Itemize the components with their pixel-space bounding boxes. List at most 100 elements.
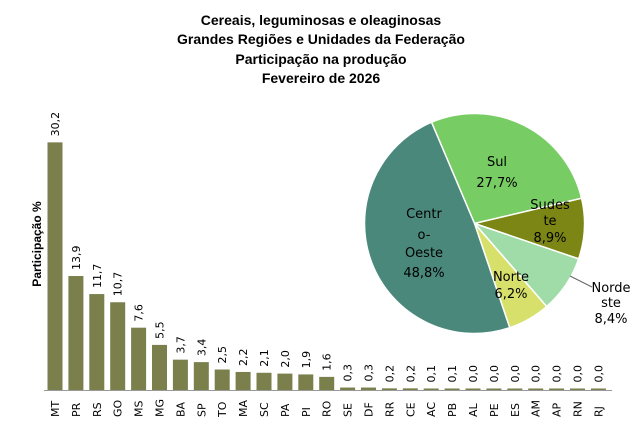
- bar-AC: [423, 388, 439, 390]
- pie-slice-sul: [430, 112, 583, 225]
- pie-name-nordeste: ste: [601, 296, 621, 311]
- title-line-2: Grandes Regiões e Unidades da Federação: [177, 31, 465, 48]
- x-tick-label-AM: AM: [530, 400, 543, 417]
- bar-SP: [193, 362, 209, 390]
- data-label-PA: 2,0: [279, 350, 292, 368]
- bar-MS: [131, 327, 147, 390]
- x-tick-label-MT: MT: [49, 401, 62, 417]
- bar-RR: [381, 388, 397, 390]
- x-tick-label-SE: SE: [342, 403, 355, 417]
- x-tick-label-MG: MG: [154, 399, 167, 417]
- data-label-RN: 0,0: [572, 365, 585, 383]
- bar-AP: [549, 388, 565, 390]
- title-line-4: Fevereiro de 2026: [261, 69, 381, 86]
- x-tick-label-RJ: RJ: [592, 406, 605, 417]
- data-label-DF: 0,3: [363, 364, 376, 382]
- data-label-RO: 1,6: [321, 353, 334, 371]
- x-tick-label-RN: RN: [572, 401, 585, 417]
- data-label-MS: 7,6: [133, 304, 146, 322]
- pie-slice-centro-oeste: [363, 121, 511, 335]
- bar-CE: [402, 388, 418, 390]
- pie-value-sul: 27,7%: [476, 176, 517, 191]
- chart-title: Cereais, leguminosas e oleaginosas Grand…: [0, 11, 642, 88]
- pie-name-centro-oeste: o-: [418, 228, 431, 243]
- x-tick-label-PR: PR: [70, 402, 83, 417]
- bar-GO: [110, 302, 126, 390]
- data-label-SP: 3,4: [195, 339, 208, 357]
- data-label-MT: 30,2: [49, 112, 62, 137]
- pie-value-sudeste: 8,9%: [533, 231, 566, 246]
- pie-name-norte: Norte: [493, 270, 529, 285]
- data-label-AP: 0,0: [551, 365, 564, 383]
- data-label-RJ: 0,0: [592, 365, 605, 383]
- bar-ES: [507, 388, 523, 390]
- x-tick-label-PE: PE: [488, 403, 501, 417]
- title-line-3: Participação na produção: [235, 50, 407, 67]
- x-tick-label-SC: SC: [258, 402, 271, 417]
- data-label-CE: 0,2: [404, 365, 417, 383]
- pie-name-centro-oeste: Oeste: [405, 246, 443, 261]
- data-label-BA: 3,7: [174, 336, 187, 354]
- data-label-GO: 10,7: [112, 272, 125, 297]
- bar-RN: [570, 388, 585, 390]
- pie-value-centro-oeste: 48,8%: [403, 266, 444, 281]
- x-tick-label-RO: RO: [321, 400, 334, 417]
- data-label-SE: 0,3: [342, 364, 355, 382]
- bar-PB: [444, 388, 460, 390]
- bar-MT: [47, 142, 63, 390]
- data-label-RS: 11,7: [91, 264, 104, 289]
- x-tick-label-GO: GO: [112, 399, 125, 417]
- bar-MA: [235, 371, 251, 390]
- data-label-PE: 0,0: [488, 365, 501, 383]
- pie-name-sul: Sul: [487, 155, 507, 170]
- bar-SE: [340, 387, 356, 390]
- data-label-AC: 0,1: [425, 365, 438, 383]
- leader-line-nordeste: [569, 275, 593, 288]
- bar-RJ: [590, 388, 606, 390]
- bar-MG: [152, 344, 167, 390]
- bar-AL: [465, 388, 481, 390]
- x-tick-label-AL: AL: [467, 402, 480, 417]
- bar-AM: [528, 388, 544, 390]
- data-label-PR: 13,9: [70, 246, 83, 271]
- x-tick-label-BA: BA: [174, 401, 187, 417]
- data-label-AM: 0,0: [530, 365, 543, 383]
- bar-BA: [172, 359, 188, 390]
- data-label-RR: 0,2: [383, 365, 396, 383]
- x-tick-label-AP: AP: [551, 402, 564, 417]
- x-tick-label-DF: DF: [363, 402, 376, 417]
- bar-SC: [256, 372, 272, 390]
- x-tick-label-MS: MS: [133, 401, 146, 417]
- x-tick-label-RS: RS: [91, 402, 104, 417]
- pie-value-nordeste: 8,4%: [594, 312, 627, 327]
- x-tick-label-RR: RR: [383, 401, 396, 417]
- data-label-TO: 2,5: [216, 346, 229, 364]
- data-label-AL: 0,0: [467, 365, 480, 383]
- pie-value-norte: 6,2%: [494, 287, 527, 302]
- pie-name-nordeste: Norde: [591, 281, 630, 296]
- x-tick-label-AC: AC: [425, 402, 438, 417]
- bar-RS: [89, 294, 105, 390]
- x-tick-label-SP: SP: [195, 403, 208, 417]
- x-tick-label-TO: TO: [216, 401, 229, 418]
- x-tick-label-MA: MA: [237, 400, 250, 417]
- data-label-MG: 5,5: [154, 321, 167, 339]
- pie-name-sudeste: te: [543, 214, 556, 229]
- x-tick-label-PB: PB: [446, 403, 459, 417]
- title-line-1: Cereais, leguminosas e oleaginosas: [200, 12, 442, 28]
- bar-TO: [214, 369, 230, 390]
- bar-PR: [68, 276, 84, 390]
- x-tick-label-ES: ES: [509, 403, 522, 417]
- x-tick-label-PA: PA: [279, 403, 292, 417]
- x-tick-label-CE: CE: [404, 402, 417, 417]
- data-label-ES: 0,0: [509, 365, 522, 383]
- pie-name-centro-oeste: Centr: [406, 207, 442, 222]
- bar-PI: [298, 374, 314, 390]
- pie-name-sudeste: Sudes: [530, 198, 570, 213]
- bar-PA: [277, 373, 293, 390]
- data-label-PB: 0,1: [446, 365, 459, 383]
- bar-RO: [319, 376, 335, 390]
- x-tick-label-PI: PI: [300, 407, 313, 417]
- bar-PE: [486, 388, 502, 390]
